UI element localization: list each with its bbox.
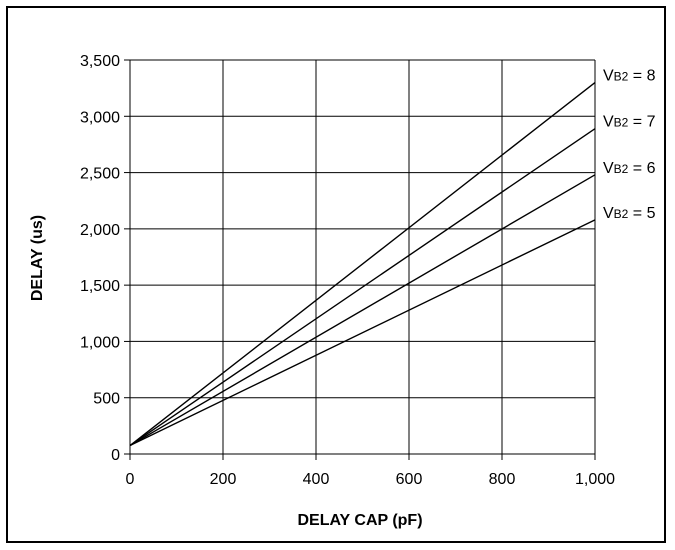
- y-tick-labels: 0 500 1,000 1,500 2,000 2,500 3,000 3,500: [80, 53, 120, 464]
- y-tick-label: 1,000: [80, 334, 120, 351]
- series-line: [129, 219, 596, 447]
- y-tick-label: 0: [111, 447, 120, 464]
- x-tick-label: 0: [126, 471, 135, 488]
- y-tick-label: 3,000: [80, 109, 120, 126]
- x-tick-labels: 0 200 400 600 800 1,000: [126, 471, 616, 488]
- series-line: [129, 81, 596, 447]
- series-label: VB2 = 5: [603, 205, 656, 222]
- x-tick-label: 1,000: [575, 471, 615, 488]
- x-tick-label: 800: [489, 471, 516, 488]
- series-line: [129, 174, 596, 447]
- y-tick-label: 500: [93, 391, 120, 408]
- x-tick-label: 600: [396, 471, 423, 488]
- x-axis-title: DELAY CAP (pF): [297, 512, 422, 529]
- y-axis-title: DELAY (us): [29, 215, 46, 301]
- y-tick-label: 1,500: [80, 278, 120, 295]
- y-tick-label: 2,500: [80, 166, 120, 183]
- series-label: VB2 = 7: [603, 114, 656, 131]
- series-labels: VB2 = 8 VB2 = 7 VB2 = 6 VB2 = 5: [603, 68, 656, 222]
- series-lines: [129, 81, 596, 447]
- x-tick-label: 200: [210, 471, 237, 488]
- series-label: VB2 = 8: [603, 68, 656, 85]
- grid: [124, 59, 596, 460]
- y-tick-label: 2,000: [80, 222, 120, 239]
- series-line: [129, 128, 596, 447]
- series-label: VB2 = 6: [603, 160, 656, 177]
- x-tick-label: 400: [303, 471, 330, 488]
- y-tick-label: 3,500: [80, 53, 120, 70]
